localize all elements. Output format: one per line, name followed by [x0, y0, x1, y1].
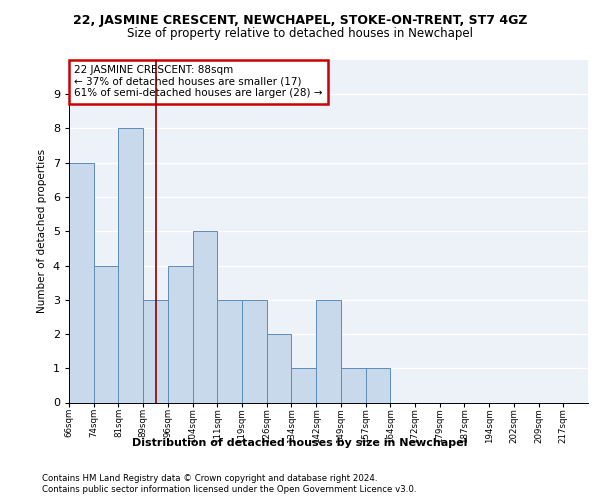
Text: Size of property relative to detached houses in Newchapel: Size of property relative to detached ho…: [127, 28, 473, 40]
Bar: [168, 266, 193, 402]
Text: Contains public sector information licensed under the Open Government Licence v3: Contains public sector information licen…: [42, 485, 416, 494]
Bar: [242, 300, 267, 403]
Text: 22 JASMINE CRESCENT: 88sqm
← 37% of detached houses are smaller (17)
61% of semi: 22 JASMINE CRESCENT: 88sqm ← 37% of deta…: [74, 65, 323, 98]
Bar: [316, 300, 341, 403]
Bar: [292, 368, 316, 402]
Bar: [69, 162, 94, 402]
Text: Contains HM Land Registry data © Crown copyright and database right 2024.: Contains HM Land Registry data © Crown c…: [42, 474, 377, 483]
Bar: [193, 231, 217, 402]
Y-axis label: Number of detached properties: Number of detached properties: [37, 149, 47, 314]
Text: 22, JASMINE CRESCENT, NEWCHAPEL, STOKE-ON-TRENT, ST7 4GZ: 22, JASMINE CRESCENT, NEWCHAPEL, STOKE-O…: [73, 14, 527, 27]
Bar: [267, 334, 292, 402]
Bar: [143, 300, 168, 403]
Text: Distribution of detached houses by size in Newchapel: Distribution of detached houses by size …: [133, 438, 467, 448]
Bar: [365, 368, 390, 402]
Bar: [118, 128, 143, 402]
Bar: [94, 266, 118, 402]
Bar: [217, 300, 242, 403]
Bar: [341, 368, 365, 402]
